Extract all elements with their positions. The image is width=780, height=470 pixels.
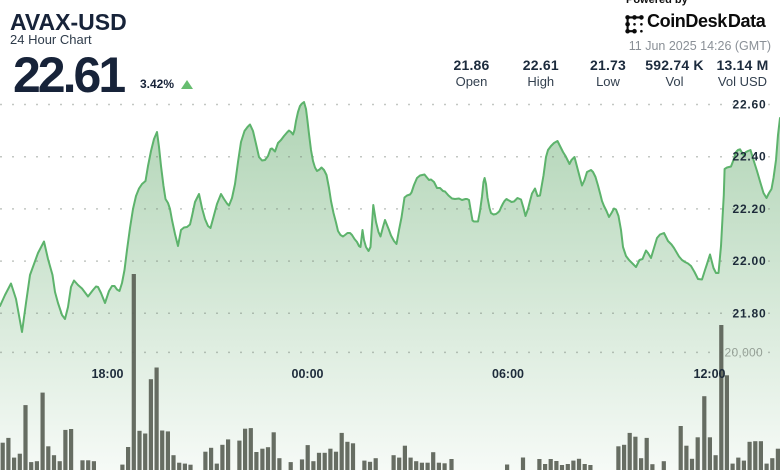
svg-text:22.60: 22.60	[732, 98, 766, 112]
svg-text:22.40: 22.40	[732, 150, 766, 164]
svg-text:22.00: 22.00	[732, 254, 766, 268]
svg-text:20,000: 20,000	[724, 346, 763, 360]
svg-text:22.20: 22.20	[732, 202, 766, 216]
svg-text:18:00: 18:00	[92, 367, 124, 381]
svg-text:00:00: 00:00	[292, 367, 324, 381]
svg-text:12:00: 12:00	[694, 367, 726, 381]
svg-text:06:00: 06:00	[492, 367, 524, 381]
svg-text:21.80: 21.80	[732, 306, 766, 320]
